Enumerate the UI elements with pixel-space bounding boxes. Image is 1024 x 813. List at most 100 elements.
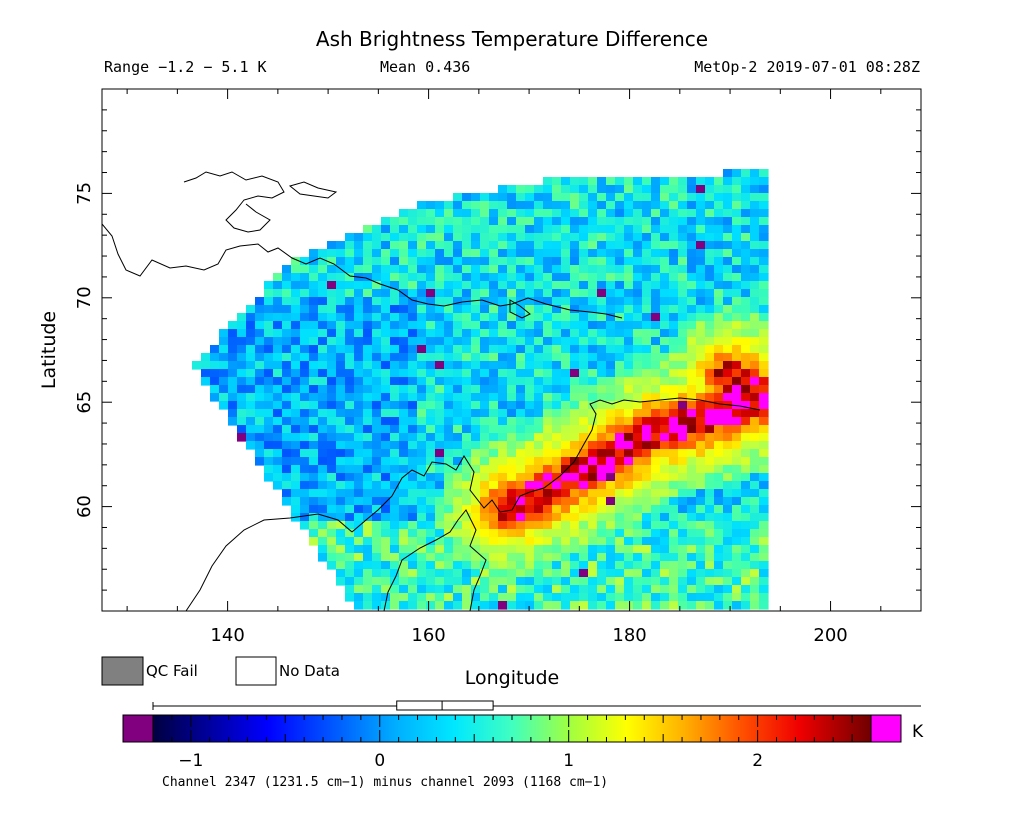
- swath-pixel: [660, 377, 670, 386]
- swath-pixel: [525, 273, 535, 282]
- swath-pixel: [462, 361, 472, 370]
- swath-pixel: [516, 193, 526, 202]
- swath-pixel: [282, 457, 292, 466]
- swath-pixel: [624, 561, 634, 570]
- swath-pixel: [345, 417, 355, 426]
- swath-pixel: [543, 321, 553, 330]
- swath-pixel: [651, 297, 661, 306]
- swath-pixel: [453, 249, 463, 258]
- swath-pixel: [660, 305, 670, 314]
- swath-pixel: [489, 481, 499, 490]
- swath-pixel: [417, 585, 427, 594]
- swath-pixel: [390, 473, 400, 482]
- swath-pixel: [453, 561, 463, 570]
- swath-pixel: [255, 393, 265, 402]
- swath-pixel: [633, 281, 643, 290]
- swath-pixel: [309, 345, 319, 354]
- swath-pixel: [525, 513, 535, 522]
- swath-pixel: [246, 313, 256, 322]
- swath-pixel: [669, 521, 679, 530]
- swath-pixel: [714, 361, 724, 370]
- swath-pixel: [615, 569, 625, 578]
- swath-pixel: [363, 273, 373, 282]
- swath-pixel: [291, 305, 301, 314]
- swath-pixel: [669, 425, 679, 434]
- swath-pixel: [732, 529, 742, 538]
- swath-pixel: [597, 193, 607, 202]
- swath-pixel: [579, 241, 589, 250]
- swath-pixel: [354, 393, 364, 402]
- swath-pixel: [741, 281, 751, 290]
- swath-pixel: [525, 577, 535, 586]
- swath-pixel: [363, 513, 373, 522]
- swath-pixel: [390, 537, 400, 546]
- swath-pixel: [759, 265, 769, 274]
- swath-pixel: [597, 377, 607, 386]
- swath-pixel: [624, 433, 634, 442]
- swath-pixel: [606, 297, 616, 306]
- swath-pixel: [507, 257, 517, 266]
- swath-pixel: [525, 241, 535, 250]
- swath-pixel: [669, 449, 679, 458]
- swath-pixel: [246, 353, 256, 362]
- x-tick-label: 140: [210, 625, 244, 646]
- swath-pixel: [462, 521, 472, 530]
- swath-pixel: [480, 409, 490, 418]
- swath-pixel: [687, 265, 697, 274]
- swath-pixel: [399, 545, 409, 554]
- swath-pixel: [687, 561, 697, 570]
- swath-pixel: [660, 281, 670, 290]
- swath-pixel: [498, 577, 508, 586]
- swath-pixel: [417, 217, 427, 226]
- swath-pixel: [732, 369, 742, 378]
- swath-pixel: [552, 337, 562, 346]
- swath-pixel: [363, 233, 373, 242]
- swath-pixel: [732, 513, 742, 522]
- swath-pixel: [597, 561, 607, 570]
- swath-pixel: [219, 393, 229, 402]
- swath-pixel: [579, 449, 589, 458]
- swath-pixel: [228, 409, 238, 418]
- swath-pixel: [471, 241, 481, 250]
- swath-pixel: [633, 537, 643, 546]
- swath-pixel: [606, 225, 616, 234]
- swath-pixel: [570, 561, 580, 570]
- swath-pixel: [687, 457, 697, 466]
- swath-pixel: [534, 457, 544, 466]
- swath-pixel: [480, 577, 490, 586]
- swath-pixel: [237, 321, 247, 330]
- swath-pixel: [489, 513, 499, 522]
- swath-pixel: [534, 537, 544, 546]
- swath-pixel: [507, 289, 517, 298]
- swath-pixel: [399, 473, 409, 482]
- swath-pixel: [561, 201, 571, 210]
- swath-pixel: [570, 201, 580, 210]
- swath-pixel: [381, 601, 391, 610]
- swath-pixel: [300, 513, 310, 522]
- swath-pixel: [489, 401, 499, 410]
- swath-pixel: [264, 409, 274, 418]
- swath-pixel: [498, 305, 508, 314]
- swath-pixel: [660, 529, 670, 538]
- swath-pixel: [489, 449, 499, 458]
- swath-pixel: [453, 457, 463, 466]
- swath-pixel: [489, 425, 499, 434]
- swath-pixel: [651, 233, 661, 242]
- swath-pixel: [390, 481, 400, 490]
- swath-pixel: [615, 177, 625, 186]
- swath-pixel: [552, 409, 562, 418]
- swath-pixel: [255, 313, 265, 322]
- swath-pixel: [264, 321, 274, 330]
- swath-pixel: [705, 601, 715, 610]
- swath-pixel: [759, 345, 769, 354]
- swath-pixel: [237, 425, 247, 434]
- swath-pixel: [480, 249, 490, 258]
- swath-pixel: [372, 321, 382, 330]
- swath-pixel: [660, 241, 670, 250]
- swath-pixel: [471, 265, 481, 274]
- swath-pixel: [516, 337, 526, 346]
- swath-pixel: [516, 281, 526, 290]
- swath-pixel: [327, 337, 337, 346]
- swath-pixel: [543, 329, 553, 338]
- swath-pixel: [480, 345, 490, 354]
